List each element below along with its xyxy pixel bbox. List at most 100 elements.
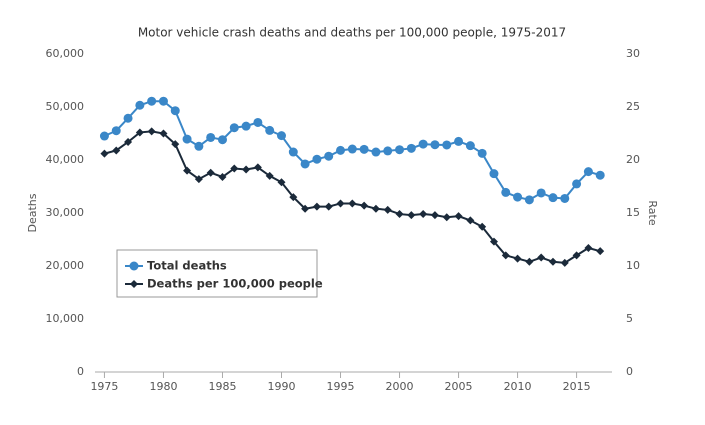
x-tick-label: 2010 [504, 380, 532, 393]
marker [454, 212, 463, 221]
y2-tick-label: 25 [626, 100, 640, 113]
marker [135, 100, 145, 110]
marker [183, 166, 192, 175]
marker [524, 195, 534, 205]
marker [489, 237, 498, 246]
marker [312, 154, 322, 164]
marker [194, 175, 203, 184]
x-tick-label: 2005 [445, 380, 473, 393]
marker [477, 148, 487, 158]
marker [241, 121, 251, 131]
marker [111, 126, 121, 136]
marker [595, 170, 605, 180]
marker [253, 163, 262, 172]
marker [129, 261, 139, 271]
y-tick-label: 0 [77, 365, 84, 378]
y-tick-label: 30,000 [46, 206, 85, 219]
marker [383, 146, 393, 156]
marker [336, 199, 345, 208]
marker [360, 201, 369, 210]
marker [135, 128, 144, 137]
y-tick-label: 10,000 [46, 312, 85, 325]
y2-tick-label: 10 [626, 259, 640, 272]
marker [572, 251, 581, 260]
marker [489, 169, 499, 179]
marker [537, 253, 546, 262]
y2-tick-label: 15 [626, 206, 640, 219]
marker [324, 202, 333, 211]
x-tick-label: 1975 [90, 380, 118, 393]
y-tick-label: 20,000 [46, 259, 85, 272]
marker [123, 113, 133, 123]
marker [218, 172, 227, 181]
marker [501, 187, 511, 197]
marker [206, 168, 215, 177]
marker [513, 192, 523, 202]
y-tick-label: 60,000 [46, 47, 85, 60]
marker [301, 204, 310, 213]
legend: Total deaths Deaths per 100,000 people [116, 249, 323, 298]
marker [147, 127, 156, 136]
marker [395, 210, 404, 219]
marker [560, 193, 570, 203]
marker [406, 143, 416, 153]
y2-tick-label: 30 [626, 47, 640, 60]
chart-title: Motor vehicle crash deaths and deaths pe… [138, 26, 566, 40]
marker [182, 134, 192, 144]
marker [276, 131, 286, 141]
marker [407, 211, 416, 220]
marker [194, 141, 204, 151]
marker [501, 251, 510, 260]
marker [217, 135, 227, 145]
marker [100, 149, 109, 158]
marker [158, 96, 168, 106]
marker [253, 117, 263, 127]
marker [171, 140, 180, 149]
y2-tick-label: 0 [626, 365, 633, 378]
marker [383, 205, 392, 214]
y2-tick-label: 20 [626, 153, 640, 166]
y-tick-label: 40,000 [46, 153, 85, 166]
y2-tick-label: 5 [626, 312, 633, 325]
marker [312, 202, 321, 211]
marker [206, 132, 216, 142]
legend-box [116, 249, 318, 298]
marker [277, 178, 286, 187]
marker [324, 151, 334, 161]
marker [513, 254, 522, 263]
marker [419, 210, 428, 219]
x-tick-label: 2000 [386, 380, 414, 393]
marker [230, 164, 239, 173]
marker [454, 136, 464, 146]
y2-axis-title: Rate [646, 200, 659, 225]
marker [548, 257, 557, 266]
marker [548, 193, 558, 203]
marker [147, 96, 157, 106]
x-tick-label: 1995 [327, 380, 355, 393]
marker [442, 213, 451, 222]
marker [466, 216, 475, 225]
marker [265, 171, 274, 180]
marker [112, 146, 121, 155]
marker [596, 247, 605, 256]
x-tick-label: 2015 [563, 380, 591, 393]
marker [572, 179, 582, 189]
x-tick-label: 1985 [208, 380, 236, 393]
marker [583, 167, 593, 177]
marker [560, 258, 569, 267]
marker [442, 140, 452, 150]
marker [170, 106, 180, 116]
marker [348, 199, 357, 208]
x-tick-label: 1980 [149, 380, 177, 393]
x-tick-label: 1990 [267, 380, 295, 393]
marker [525, 257, 534, 266]
marker [536, 188, 546, 198]
marker [584, 243, 593, 252]
marker [359, 144, 369, 154]
marker [130, 280, 138, 288]
marker [229, 123, 239, 133]
marker [430, 140, 440, 150]
marker [371, 147, 381, 157]
marker [300, 159, 310, 169]
marker [347, 144, 357, 154]
